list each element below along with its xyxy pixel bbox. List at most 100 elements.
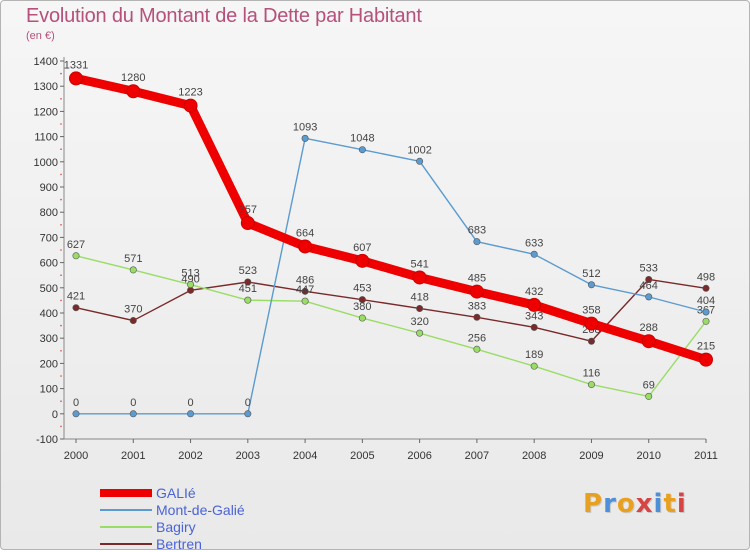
data-label: 486 [296, 274, 314, 286]
data-point [240, 216, 255, 231]
data-label: 116 [583, 368, 601, 380]
data-point [473, 345, 481, 353]
legend-item: Bagiry [100, 518, 245, 535]
legend-swatch [100, 508, 152, 511]
data-point [473, 238, 481, 246]
legend-label: Bagiry [156, 518, 196, 535]
data-point [527, 297, 542, 312]
y-minor-tick [60, 425, 62, 428]
data-label: 0 [245, 397, 251, 409]
data-label: 418 [410, 291, 428, 303]
y-tick-label: 600 [40, 258, 58, 270]
data-point [301, 297, 309, 305]
data-label: 1048 [350, 133, 374, 145]
y-tick-label: 700 [40, 232, 58, 244]
data-label: 370 [124, 304, 142, 316]
logo-letter: r [603, 489, 617, 519]
data-label: 432 [525, 286, 543, 298]
data-point [416, 329, 424, 337]
data-point [645, 392, 653, 400]
logo-letter: P [583, 489, 604, 519]
data-point [412, 270, 427, 285]
data-label: 383 [468, 300, 486, 312]
y-tick-label: 500 [40, 283, 58, 295]
y-minor-tick [60, 148, 62, 150]
x-tick-label: 2002 [178, 450, 202, 462]
y-minor-tick [60, 249, 62, 251]
chart-legend: GALIé Mont-de-Galié Bagiry Bertren [100, 484, 245, 552]
y-minor-tick [60, 224, 62, 226]
x-tick-label: 2008 [522, 450, 546, 462]
data-label: 464 [640, 280, 658, 292]
legend-label: Bertren [156, 535, 202, 552]
y-tick-label: 1300 [34, 81, 58, 93]
data-point [530, 323, 538, 331]
data-point [69, 71, 83, 86]
data-label: 523 [239, 265, 257, 277]
legend-swatch [100, 488, 152, 497]
data-label: 513 [181, 268, 199, 280]
data-point [358, 146, 366, 154]
legend-label: GALIé [156, 484, 196, 501]
data-label: 541 [410, 258, 428, 270]
x-tick-label: 2005 [350, 450, 374, 462]
series-line-1 [75, 137, 707, 415]
data-point [702, 284, 710, 292]
data-label: 404 [697, 295, 715, 307]
y-tick-label: 0 [52, 409, 58, 421]
data-label: 0 [130, 397, 136, 409]
data-point [129, 317, 137, 325]
legend-item: Mont-de-Galié [100, 501, 245, 518]
data-point [587, 281, 595, 289]
data-point [72, 410, 80, 418]
data-point [358, 314, 366, 322]
logo-letter: x [635, 489, 654, 519]
data-label: 421 [67, 291, 85, 303]
data-label: 380 [353, 301, 371, 313]
data-label: 453 [353, 283, 371, 295]
data-point [72, 252, 80, 260]
data-label: 189 [525, 349, 543, 361]
y-minor-tick [60, 324, 62, 327]
data-point [530, 250, 538, 258]
x-tick-label: 2000 [64, 450, 88, 462]
series-line-2 [75, 255, 707, 398]
data-point [244, 410, 252, 418]
y-tick-label: 200 [40, 358, 58, 370]
data-point [129, 410, 137, 418]
y-minor-tick [60, 299, 62, 302]
data-label: 533 [640, 262, 658, 274]
data-point [72, 304, 80, 312]
data-point [244, 296, 252, 304]
data-point [587, 381, 595, 389]
data-point [183, 98, 198, 113]
y-tick-label: 1100 [34, 132, 58, 144]
legend-label: Mont-de-Galié [156, 501, 245, 518]
y-tick-label: 800 [40, 207, 58, 219]
legend-swatch [100, 525, 152, 528]
data-point [358, 296, 366, 304]
data-point [416, 304, 424, 312]
data-point [301, 134, 309, 142]
data-label: 498 [697, 271, 715, 283]
x-tick-label: 2001 [121, 450, 145, 462]
data-point [645, 293, 653, 301]
y-tick-label: 100 [40, 384, 58, 396]
y-tick-label: 900 [40, 182, 58, 194]
logo-letter: t [663, 489, 677, 519]
y-minor-tick [60, 173, 62, 176]
data-point [355, 253, 370, 268]
data-label: 757 [239, 204, 257, 216]
data-label: 1223 [178, 87, 202, 99]
x-tick-label: 2006 [407, 450, 431, 462]
data-point [416, 157, 424, 165]
data-point [469, 284, 484, 299]
data-point [187, 281, 195, 289]
data-label: 607 [353, 242, 371, 254]
data-point [702, 317, 710, 325]
y-minor-tick [60, 400, 62, 403]
y-tick-label: 1400 [34, 56, 58, 68]
data-point [473, 313, 481, 321]
chart-title: Evolution du Montant de la Dette par Hab… [26, 5, 422, 27]
